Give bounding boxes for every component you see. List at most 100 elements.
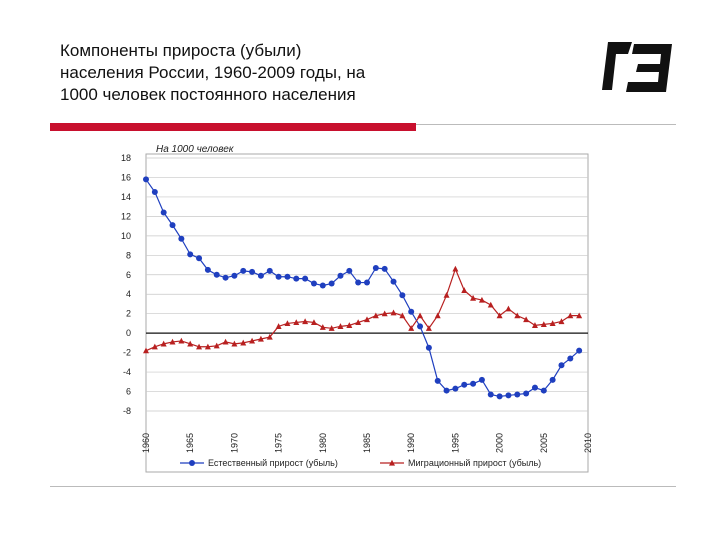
data-point — [505, 305, 512, 312]
data-point — [452, 265, 459, 272]
data-point — [523, 390, 530, 397]
legend-label-2: Миграционный прирост (убыль) — [408, 458, 541, 468]
data-point — [470, 294, 477, 301]
data-point — [425, 325, 432, 331]
data-point — [364, 316, 370, 323]
data-point — [567, 355, 574, 362]
data-point — [249, 337, 256, 344]
y-tick-label: 14 — [121, 192, 131, 202]
y-tick-label: 2 — [126, 309, 131, 319]
data-point — [204, 343, 211, 350]
data-point — [346, 322, 353, 328]
data-point — [470, 380, 477, 387]
data-point — [178, 337, 185, 344]
data-point — [328, 280, 335, 287]
data-point — [257, 335, 264, 342]
data-point — [178, 235, 185, 242]
legend-marker-triangle-icon — [389, 459, 395, 466]
y-tick-label: -2 — [123, 348, 131, 358]
x-tick-label: 1975 — [274, 433, 284, 453]
data-point — [408, 308, 415, 315]
data-point — [266, 267, 273, 274]
data-point — [275, 323, 282, 329]
data-point — [310, 319, 317, 326]
data-point — [222, 338, 229, 345]
data-point — [372, 312, 379, 319]
logo-icon — [602, 42, 672, 92]
data-point — [187, 251, 194, 258]
x-tick-label: 1990 — [406, 433, 416, 453]
data-point — [355, 319, 362, 326]
data-point — [346, 267, 353, 274]
data-point — [310, 280, 317, 287]
data-point — [461, 381, 468, 388]
data-point — [549, 376, 556, 383]
x-tick-label: 2005 — [539, 433, 549, 453]
data-point — [478, 296, 485, 303]
data-point — [514, 312, 521, 319]
chart-frame — [145, 153, 589, 473]
data-point — [576, 347, 583, 354]
data-point — [487, 391, 494, 398]
data-point — [151, 343, 158, 350]
data-point — [381, 310, 388, 317]
x-tick-label: 2000 — [495, 433, 505, 453]
legend-label-1: Естественный прирост (убыль) — [208, 458, 338, 468]
data-point — [531, 322, 538, 328]
y-tick-label: 10 — [121, 231, 131, 241]
data-point — [302, 275, 309, 282]
data-point — [372, 264, 379, 271]
data-point — [487, 301, 494, 308]
data-point — [213, 342, 220, 349]
data-point — [196, 255, 203, 262]
x-tick-label: 1965 — [185, 433, 195, 453]
data-point — [257, 272, 264, 279]
data-point — [160, 209, 167, 216]
data-point — [143, 176, 149, 183]
x-tick-label: 1970 — [229, 433, 239, 453]
data-point — [196, 343, 203, 350]
data-point — [514, 391, 521, 398]
divider-line — [416, 124, 676, 125]
data-point — [567, 312, 574, 319]
data-point — [576, 312, 583, 319]
unit-label: На 1000 человек — [156, 144, 235, 155]
slide-title-line-1: Компоненты прироста (убыли) — [60, 41, 302, 60]
data-point — [425, 344, 432, 351]
y-tick-label: 16 — [121, 172, 131, 182]
y-tick-label: -8 — [123, 406, 131, 416]
slide-title-line-3: 1000 человек постоянного населения — [60, 85, 356, 104]
data-point — [390, 278, 397, 285]
data-point — [443, 387, 450, 394]
data-point — [187, 340, 194, 347]
x-tick-label: 1985 — [362, 433, 372, 453]
data-point — [417, 323, 424, 330]
data-point — [417, 312, 424, 319]
x-tick-label: 1980 — [318, 433, 328, 453]
y-tick-label: 18 — [121, 153, 131, 163]
data-point — [151, 189, 158, 196]
data-point — [399, 292, 406, 299]
data-point — [399, 312, 406, 319]
data-point — [531, 384, 538, 391]
data-point — [549, 320, 556, 327]
data-point — [240, 267, 247, 274]
data-point — [558, 362, 565, 369]
data-point — [443, 292, 450, 298]
data-point — [240, 339, 247, 346]
data-point — [231, 340, 238, 347]
bottom-divider — [50, 486, 676, 487]
data-point — [266, 333, 273, 340]
data-point — [337, 272, 344, 279]
x-tick-label: 1995 — [450, 433, 460, 453]
data-point — [222, 274, 229, 281]
data-point — [434, 312, 441, 319]
data-point — [540, 321, 547, 327]
data-point — [461, 287, 468, 293]
y-tick-label: 8 — [126, 250, 131, 260]
data-point — [434, 377, 441, 384]
data-point — [169, 222, 176, 229]
data-point — [293, 275, 300, 282]
data-point — [284, 320, 291, 327]
